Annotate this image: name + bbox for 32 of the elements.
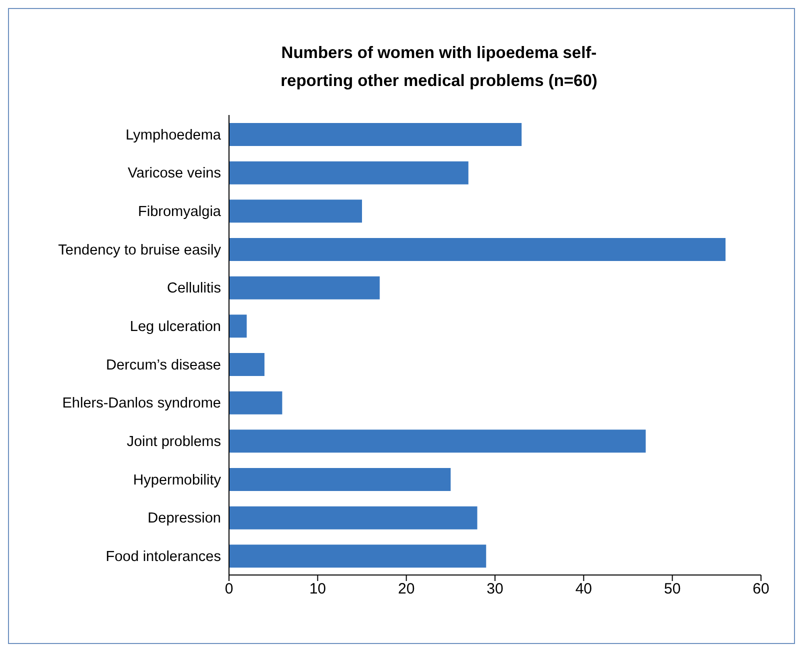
- x-tick-label: 30: [486, 580, 504, 598]
- bar: [229, 238, 726, 261]
- y-tick-label: Varicose veins: [128, 166, 221, 182]
- bar: [229, 314, 247, 338]
- bar: [229, 200, 362, 223]
- x-tick-label: 40: [575, 580, 592, 598]
- y-tick-label: Tendency to bruise easily: [58, 242, 222, 258]
- y-tick-label: Dercum’s disease: [106, 357, 221, 374]
- x-tick-label: 50: [664, 580, 681, 598]
- bar: [229, 391, 282, 414]
- bar: [229, 468, 451, 491]
- y-tick-label: Leg ulceration: [130, 318, 221, 335]
- bar: [229, 276, 380, 300]
- y-tick-label: Cellulitis: [167, 280, 221, 297]
- y-tick-label: Depression: [148, 510, 221, 527]
- y-tick-label: Fibromyalgia: [138, 204, 222, 220]
- y-tick-label: Lymphoedema: [126, 127, 222, 144]
- bar: [229, 544, 486, 568]
- x-tick-label: 0: [224, 580, 234, 598]
- x-tick-label: 60: [752, 580, 770, 598]
- x-tick-label: 10: [309, 580, 326, 598]
- bar: [229, 161, 468, 184]
- bar: [229, 506, 478, 530]
- x-tick-label: 20: [398, 580, 415, 598]
- y-tick-label: Ehlers-Danlos syndrome: [62, 396, 221, 412]
- bar: [229, 353, 264, 376]
- bar: [229, 123, 522, 146]
- chart-title: Numbers of women with lipoedema self-reporting other medical problems (n=60): [280, 43, 598, 92]
- y-tick-label: Hypermobility: [133, 472, 222, 488]
- y-tick-label: Joint problems: [126, 434, 221, 450]
- bar: [229, 430, 646, 453]
- y-tick-label: Food intolerances: [106, 548, 221, 565]
